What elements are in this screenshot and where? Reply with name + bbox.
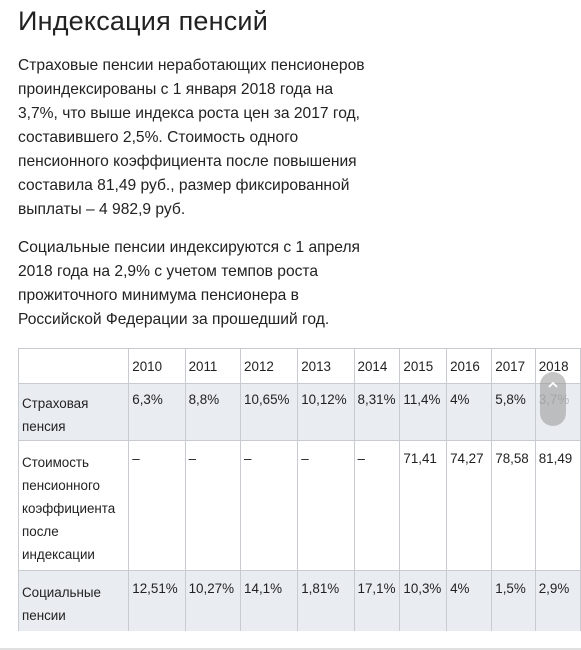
table-cell: 10,65% <box>240 383 299 441</box>
row-label-line: коэффициента <box>22 501 116 516</box>
table-cell: 12,51% <box>128 570 186 631</box>
year-header: 2017 <box>491 348 536 384</box>
paragraph-line: 2018 года на 2,9% с учетом темпов роста <box>18 263 319 280</box>
indexation-table-scroll-area[interactable]: 2010 2011 2012 2013 2014 2015 2016 2017 … <box>18 348 581 631</box>
paragraph-line: пенсионного коэффициента после повышения <box>18 153 357 170</box>
chevron-up-icon <box>547 378 559 390</box>
table-cell: 74,27 <box>446 440 493 571</box>
table-cell: 5,8% <box>491 383 536 441</box>
paragraph-line: составила 81,49 руб., размер фиксированн… <box>18 177 350 194</box>
year-header: 2014 <box>353 348 401 384</box>
paragraph-line: прожиточного минимума пенсионера в <box>18 287 299 304</box>
paragraph-line: проиндексированы с 1 января 2018 года на <box>18 81 333 98</box>
table-cell: 8,8% <box>184 383 242 441</box>
indexation-table: 2010 2011 2012 2013 2014 2015 2016 2017 … <box>18 348 581 631</box>
row-label-line: Социальные <box>22 585 101 600</box>
paragraph-line: Страховые пенсии неработающих пенсионеро… <box>18 57 365 74</box>
table-cell: 4% <box>446 383 493 441</box>
table-cell: 11,4% <box>399 383 448 441</box>
row-label-coefficient-cost: Стоимость пенсионного коэффициента после… <box>18 440 130 571</box>
paragraph-line: выплаты – 4 982,9 руб. <box>18 201 186 218</box>
year-header: 2011 <box>184 348 242 384</box>
page-title: Индексация пенсий <box>18 6 268 36</box>
table-cell: – <box>353 440 401 571</box>
insurance-pension-paragraph: Страховые пенсии неработающих пенсионеро… <box>18 54 365 222</box>
table-cell: – <box>184 440 242 571</box>
row-label-line: пенсия <box>22 419 66 434</box>
row-label-line: Страховая <box>22 396 89 411</box>
table-cell: 2,9% <box>534 570 581 631</box>
table-cell: – <box>297 440 355 571</box>
table-cell: 1,81% <box>297 570 355 631</box>
table-cell: 10,3% <box>399 570 448 631</box>
table-cell: 10,27% <box>184 570 242 631</box>
row-label-line: Стоимость <box>22 455 90 470</box>
table-cell: 6,3% <box>128 383 186 441</box>
row-label-line: пенсии <box>22 608 66 623</box>
header-cell-empty <box>18 348 130 384</box>
paragraph-line: составившего 2,5%. Стоимость одного <box>18 129 299 146</box>
table-cell: 8,31% <box>353 383 401 441</box>
year-header: 2016 <box>446 348 493 384</box>
paragraph-line: 3,7%, что выше индекса роста цен за 2017… <box>18 105 360 122</box>
table-cell: 17,1% <box>353 570 401 631</box>
table-row: Страховая пенсия 6,3% 8,8% 10,65% 10,12%… <box>18 383 581 441</box>
table-cell: 71,41 <box>399 440 448 571</box>
table-cell: 81,49 <box>534 440 581 571</box>
table-cell: – <box>128 440 186 571</box>
table-cell: 4% <box>446 570 493 631</box>
table-header-row: 2010 2011 2012 2013 2014 2015 2016 2017 … <box>18 348 581 384</box>
paragraph-line: Социальные пенсии индексируются с 1 апре… <box>18 239 360 256</box>
social-pension-paragraph: Социальные пенсии индексируются с 1 апре… <box>18 236 360 332</box>
row-label-social-pension: Социальные пенсии <box>18 570 130 631</box>
year-header: 2013 <box>297 348 355 384</box>
table-cell: 14,1% <box>240 570 299 631</box>
divider <box>0 648 581 650</box>
paragraph-line: Российской Федерации за прошедший год. <box>18 311 330 328</box>
row-label-insurance-pension: Страховая пенсия <box>18 383 130 441</box>
scroll-up-button[interactable] <box>540 372 566 426</box>
year-header: 2010 <box>128 348 186 384</box>
table-cell: – <box>240 440 299 571</box>
row-label-line: после <box>22 524 59 539</box>
table-cell: 10,12% <box>297 383 355 441</box>
table-cell: 78,58 <box>491 440 536 571</box>
table-cell: 1,5% <box>491 570 536 631</box>
table-row: Социальные пенсии 12,51% 10,27% 14,1% 1,… <box>18 570 581 631</box>
year-header: 2015 <box>399 348 448 384</box>
table-row: Стоимость пенсионного коэффициента после… <box>18 440 581 571</box>
row-label-line: пенсионного <box>22 478 100 493</box>
year-header: 2012 <box>240 348 299 384</box>
row-label-line: индексации <box>22 547 95 562</box>
